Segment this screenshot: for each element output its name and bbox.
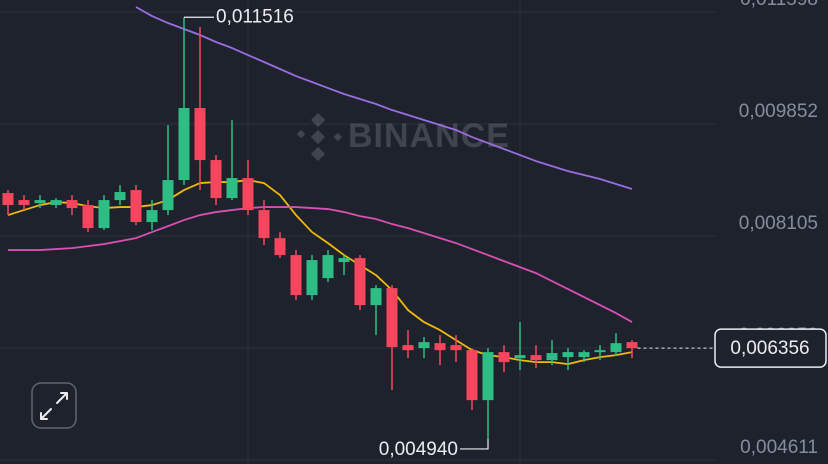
candle-body: [402, 345, 414, 351]
candle-body: [386, 288, 398, 348]
grid: [0, 11, 716, 461]
candle-body: [578, 352, 590, 358]
moving-average-line: [8, 206, 633, 323]
candle-body: [354, 258, 366, 306]
candle-body: [530, 355, 542, 361]
y-tick-label: 0,004611: [740, 437, 818, 458]
candle-body: [210, 160, 222, 199]
last-price-label: 0,006356: [730, 338, 809, 359]
expand-button[interactable]: [31, 382, 77, 429]
candle-body: [242, 178, 254, 211]
candle-body: [162, 180, 174, 211]
candle-body: [258, 210, 270, 239]
candle-body: [290, 255, 302, 296]
min-annotation-label: 0,004940: [379, 439, 458, 460]
candle-body: [194, 108, 206, 161]
candle-body: [226, 178, 238, 199]
candle-body: [50, 200, 62, 206]
candle-body: [562, 352, 574, 358]
candle-body: [98, 200, 110, 229]
expand-icon[interactable]: [40, 392, 68, 420]
expand-button-frame[interactable]: [31, 382, 77, 429]
y-tick-label: 0,008105: [739, 213, 818, 234]
candle-body: [34, 200, 46, 204]
candle-body: [434, 343, 446, 351]
moving-averages: [7, 6, 633, 365]
last-price-box: [714, 328, 827, 368]
candle-body: [338, 258, 350, 263]
watermark-text: BINANCE: [348, 117, 510, 155]
candle-body: [178, 108, 190, 181]
candle-body: [18, 200, 30, 206]
max-annotation-label: 0,011516: [216, 6, 294, 27]
candle-body: [482, 352, 494, 401]
y-tick-label: 0,011598: [740, 0, 818, 10]
moving-average-line: [135, 6, 633, 190]
candle-body: [626, 342, 638, 349]
candles: [2, 17, 638, 439]
candle-body: [2, 193, 14, 206]
candle-body: [306, 260, 318, 296]
candle-body: [450, 345, 462, 351]
candle-body: [514, 355, 526, 359]
candle-body: [274, 238, 286, 256]
candle-body: [370, 288, 382, 306]
candle-body: [546, 353, 558, 361]
candle-body: [594, 350, 606, 353]
moving-average-line: [7, 179, 633, 365]
candle-body: [418, 342, 430, 349]
min-annotation-line: [460, 438, 489, 450]
candle-body: [466, 350, 478, 401]
y-tick-label: 0,009852: [739, 101, 818, 122]
candle-body: [66, 200, 78, 209]
candle-body: [130, 190, 142, 223]
annotations: 0,011516 0,004940 0,006356: [184, 6, 827, 460]
candle-body: [146, 210, 158, 223]
candle-body: [114, 192, 126, 201]
candle-body: [610, 343, 622, 353]
candle-body: [322, 255, 334, 279]
candle-body: [498, 352, 510, 363]
candle-body: [82, 205, 94, 229]
